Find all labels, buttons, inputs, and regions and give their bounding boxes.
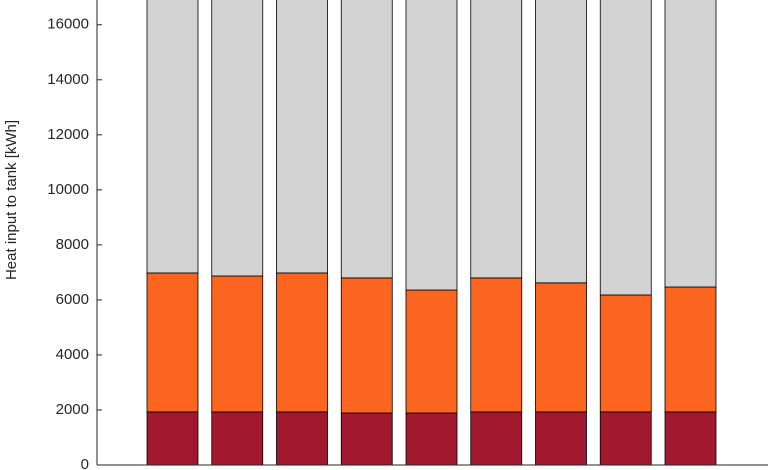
bar-segment (405, 412, 458, 465)
bar-segment (599, 294, 652, 413)
y-tick-label: 2000 (56, 401, 89, 418)
bar-segment (276, 411, 328, 465)
bar-segment (146, 0, 199, 274)
bar-segment (664, 286, 717, 413)
bar-segment (535, 411, 587, 465)
y-tick-label: 14000 (47, 71, 89, 88)
bar-segment (405, 289, 458, 414)
y-tick-label: 10000 (47, 181, 89, 198)
bar-segment (599, 0, 652, 296)
bar-segment (146, 411, 199, 465)
bar-segment (211, 411, 264, 465)
bar-segment (211, 275, 264, 413)
bar-segment (470, 0, 523, 279)
bar-segment (276, 0, 328, 274)
bar-segment (340, 412, 393, 465)
y-tick-label: 6000 (56, 291, 89, 308)
y-tick-label: 0 (81, 456, 89, 470)
bar-segment (535, 282, 587, 413)
bar-segment (664, 0, 717, 288)
y-tick-label: 8000 (56, 236, 89, 253)
bars (146, 0, 717, 465)
y-tick-label: 12000 (47, 126, 89, 143)
bar-segment (664, 411, 717, 465)
bar-segment (340, 277, 393, 414)
y-tick-label: 4000 (56, 346, 89, 363)
bar-segment (211, 0, 264, 277)
bar-segment (470, 277, 523, 413)
y-axis-label: Heat input to tank [kWh] (3, 120, 20, 280)
bar-segment (405, 0, 458, 291)
bar-segment (470, 411, 523, 465)
bar-segment (535, 0, 587, 284)
y-tick-label: 16000 (47, 16, 89, 33)
bar-segment (599, 411, 652, 465)
bar-segment (276, 272, 328, 413)
bar-segment (146, 272, 199, 413)
bar-segment (340, 0, 393, 279)
